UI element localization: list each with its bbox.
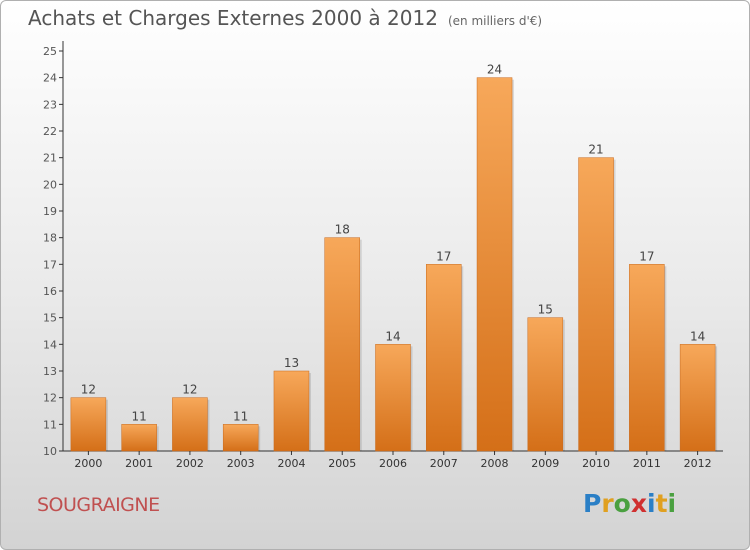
logo-letter: o xyxy=(613,489,631,518)
logo-letter: i xyxy=(667,489,677,518)
proxiti-logo: Proxiti xyxy=(583,489,676,518)
x-tick-label: 2012 xyxy=(684,457,712,470)
bar-value-label: 18 xyxy=(335,223,350,237)
bar xyxy=(172,397,208,452)
bar xyxy=(324,237,360,452)
x-tick-label: 2004 xyxy=(277,457,305,470)
x-tick-label: 2007 xyxy=(430,457,458,470)
x-tick-label: 2001 xyxy=(125,457,153,470)
bar-value-label: 15 xyxy=(538,303,553,317)
bar xyxy=(121,424,157,452)
y-tick-label: 21 xyxy=(43,152,57,165)
x-tick-label: 2010 xyxy=(582,457,610,470)
y-tick-label: 22 xyxy=(43,125,57,138)
bar-value-label: 17 xyxy=(436,249,451,263)
bar xyxy=(426,264,462,452)
x-tick-label: 2006 xyxy=(379,457,407,470)
y-tick-label: 17 xyxy=(43,258,57,271)
bar-value-label: 24 xyxy=(487,63,502,77)
bar xyxy=(527,317,564,452)
y-tick-label: 16 xyxy=(43,285,57,298)
logo-letter: x xyxy=(630,489,647,518)
bar xyxy=(70,397,107,452)
bar xyxy=(273,370,310,452)
chart-unit: (en milliers d'€) xyxy=(447,14,543,28)
bar xyxy=(375,344,411,452)
bar-value-label: 21 xyxy=(588,143,603,157)
bar-value-label: 14 xyxy=(690,329,705,343)
y-tick-label: 13 xyxy=(43,365,57,378)
logo-letter: t xyxy=(655,489,668,518)
commune-name: SOUGRAIGNE xyxy=(37,494,160,516)
bar-value-label: 12 xyxy=(182,383,197,397)
x-tick-label: 2011 xyxy=(633,457,661,470)
x-tick-label: 2002 xyxy=(176,457,204,470)
y-tick-label: 19 xyxy=(43,205,57,218)
y-tick-label: 11 xyxy=(43,418,57,431)
y-tick-label: 20 xyxy=(43,178,57,191)
bar-value-label: 14 xyxy=(385,329,400,343)
bar xyxy=(629,264,665,452)
bar-value-label: 12 xyxy=(81,383,96,397)
x-tick-label: 2000 xyxy=(74,457,102,470)
y-tick-label: 12 xyxy=(43,392,57,405)
chart-title-text: Achats et Charges Externes 2000 à 2012 xyxy=(28,6,438,30)
chart-title: Achats et Charges Externes 2000 à 2012 (e… xyxy=(28,6,542,30)
bar-value-label: 11 xyxy=(132,409,147,423)
bar-value-label: 17 xyxy=(639,249,654,263)
bar xyxy=(578,157,614,452)
x-tick-label: 2008 xyxy=(481,457,509,470)
bar-value-label: 13 xyxy=(284,356,299,370)
bar xyxy=(476,77,513,452)
logo-letter: r xyxy=(601,489,614,518)
y-tick-label: 10 xyxy=(43,445,57,458)
y-tick-label: 23 xyxy=(43,98,57,111)
x-tick-label: 2009 xyxy=(531,457,559,470)
logo-letter: i xyxy=(647,489,656,518)
x-tick-label: 2005 xyxy=(328,457,356,470)
y-tick-label: 14 xyxy=(43,338,57,351)
bar xyxy=(679,344,716,452)
y-tick-label: 25 xyxy=(43,45,57,58)
bar-value-label: 11 xyxy=(233,409,248,423)
bar xyxy=(222,424,259,452)
y-tick-label: 15 xyxy=(43,312,57,325)
y-tick-label: 24 xyxy=(43,72,57,85)
x-tick-label: 2003 xyxy=(227,457,255,470)
y-tick-label: 18 xyxy=(43,232,57,245)
logo-letter: P xyxy=(583,489,602,518)
